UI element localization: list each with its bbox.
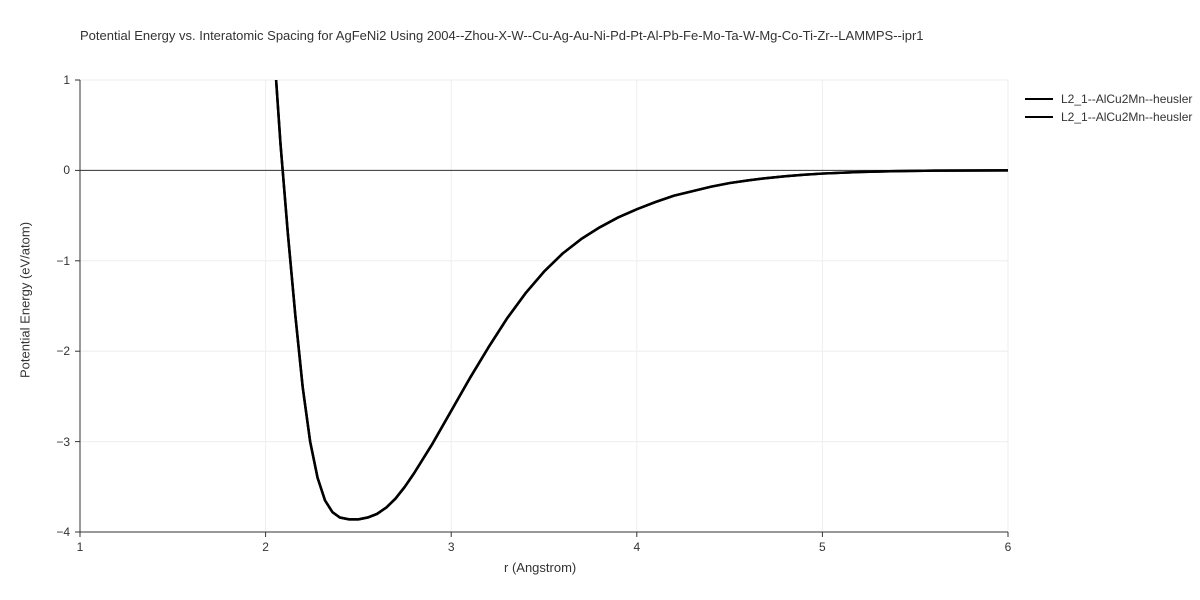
legend-item: L2_1--AlCu2Mn--heusler (1025, 90, 1192, 108)
y-axis-label: Potential Energy (eV/atom) (18, 222, 33, 378)
legend-swatch (1025, 98, 1053, 101)
chart-title: Potential Energy vs. Interatomic Spacing… (80, 28, 924, 43)
x-tick: 5 (819, 540, 826, 554)
x-axis-label: r (Angstrom) (504, 560, 576, 575)
y-tick: −2 (40, 344, 70, 358)
y-tick: −3 (40, 435, 70, 449)
y-tick: −1 (40, 254, 70, 268)
x-tick: 4 (633, 540, 640, 554)
y-tick: 0 (40, 163, 70, 177)
legend-label: L2_1--AlCu2Mn--heusler (1061, 92, 1192, 106)
plot-area (0, 0, 1200, 600)
chart-container: Potential Energy vs. Interatomic Spacing… (0, 0, 1200, 600)
legend-label: L2_1--AlCu2Mn--heusler (1061, 110, 1192, 124)
x-tick: 1 (77, 540, 84, 554)
y-tick: −4 (40, 525, 70, 539)
x-tick: 3 (448, 540, 455, 554)
x-tick: 2 (262, 540, 269, 554)
legend-item: L2_1--AlCu2Mn--heusler (1025, 108, 1192, 126)
legend: L2_1--AlCu2Mn--heusler L2_1--AlCu2Mn--heu… (1025, 90, 1192, 126)
y-tick: 1 (40, 73, 70, 87)
x-tick: 6 (1005, 540, 1012, 554)
legend-swatch (1025, 116, 1053, 119)
